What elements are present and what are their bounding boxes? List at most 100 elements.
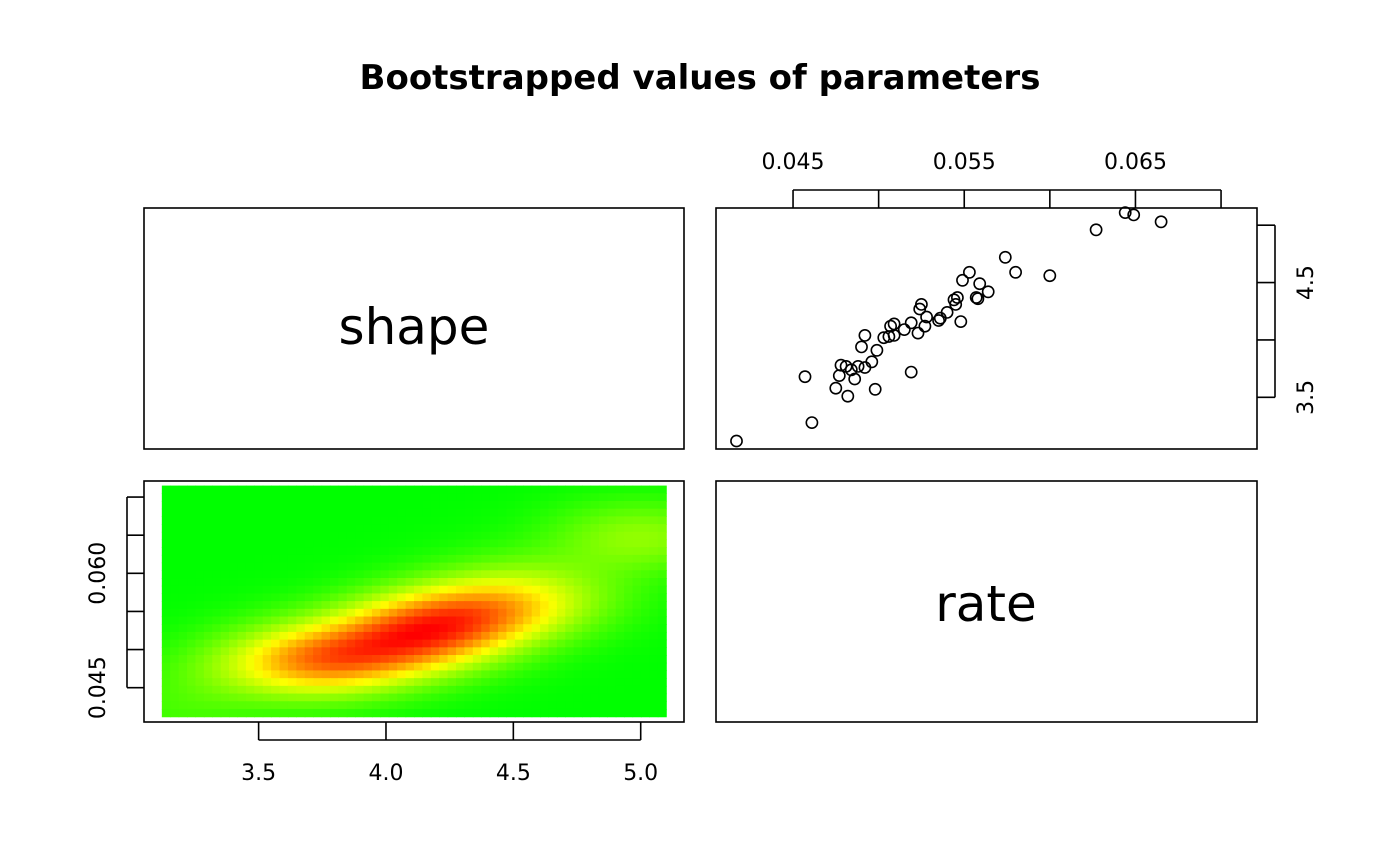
density-cell <box>195 662 205 672</box>
density-cell <box>615 578 625 587</box>
density-cell <box>388 616 398 625</box>
density-cell <box>615 601 625 610</box>
density-cell <box>321 500 331 510</box>
density-cell <box>531 624 541 633</box>
density-cell <box>271 662 281 672</box>
density-cell <box>237 608 247 618</box>
density-cell <box>313 554 323 564</box>
density-cell <box>405 531 415 541</box>
density-cell <box>531 693 541 702</box>
density-cell <box>254 701 264 710</box>
density-cell <box>279 708 289 718</box>
density-cell <box>371 639 381 648</box>
density-cell <box>456 647 466 656</box>
density-cell <box>523 508 533 517</box>
density-cell <box>371 631 381 641</box>
density-cell <box>649 647 659 656</box>
density-cell <box>212 608 222 618</box>
density-cell <box>203 570 213 579</box>
density-cell <box>430 578 440 587</box>
density-cell <box>624 662 634 672</box>
density-cell <box>456 670 466 679</box>
density-cell <box>615 493 625 502</box>
density-cell <box>447 578 457 587</box>
density-cell <box>430 647 440 656</box>
density-cell <box>439 678 449 687</box>
density-cell <box>279 562 289 571</box>
right-axis-tick-label: 3.5 <box>1294 380 1319 415</box>
density-cell <box>456 639 466 648</box>
density-cell <box>472 547 482 556</box>
density-cell <box>346 701 356 710</box>
density-cell <box>329 647 339 656</box>
density-cell <box>220 701 230 710</box>
density-cell <box>649 593 659 602</box>
density-cell <box>456 554 466 564</box>
density-cell <box>229 655 239 664</box>
density-cell <box>296 601 306 610</box>
density-cell <box>380 624 390 633</box>
density-cell <box>187 647 197 656</box>
density-cell <box>481 708 491 718</box>
density-cell <box>414 531 424 541</box>
density-cell <box>548 601 558 610</box>
density-cell <box>170 647 180 656</box>
density-cell <box>607 693 617 702</box>
density-cell <box>220 508 230 517</box>
density-cell <box>388 708 398 718</box>
density-cell <box>254 493 264 502</box>
density-cell <box>556 531 566 541</box>
density-cell <box>573 516 583 525</box>
density-cell <box>573 601 583 610</box>
density-cell <box>329 562 339 571</box>
density-cell <box>195 631 205 641</box>
density-cell <box>556 693 566 702</box>
density-cell <box>355 701 365 710</box>
density-cell <box>514 685 524 695</box>
top-axis-tick-label: 0.065 <box>1104 150 1167 175</box>
density-cell <box>371 624 381 633</box>
density-cell <box>607 593 617 602</box>
density-cell <box>187 693 197 702</box>
density-cell <box>329 500 339 510</box>
density-cell <box>170 531 180 541</box>
density-cell <box>657 655 667 664</box>
density-cell <box>254 678 264 687</box>
density-cell <box>523 570 533 579</box>
density-cell <box>556 500 566 510</box>
density-cell <box>590 547 600 556</box>
density-cell <box>565 593 575 602</box>
density-cell <box>178 662 188 672</box>
density-cell <box>279 693 289 702</box>
density-cell <box>271 578 281 587</box>
density-cell <box>514 639 524 648</box>
density-cell <box>338 593 348 602</box>
density-cell <box>195 647 205 656</box>
density-cell <box>161 693 171 702</box>
density-cell <box>632 547 642 556</box>
density-cell <box>329 531 339 541</box>
density-cell <box>203 670 213 679</box>
diagonal-panel-shape <box>143 207 685 450</box>
density-cell <box>178 647 188 656</box>
density-cell <box>598 562 608 571</box>
density-cell <box>271 655 281 664</box>
density-cell <box>355 601 365 610</box>
density-cell <box>422 554 432 564</box>
density-cell <box>287 601 297 610</box>
density-cell <box>514 701 524 710</box>
density-cell <box>220 562 230 571</box>
density-cell <box>380 500 390 510</box>
density-cell <box>422 493 432 502</box>
density-cell <box>548 500 558 510</box>
density-cell <box>346 524 356 533</box>
density-cell <box>573 578 583 587</box>
density-cell <box>598 662 608 672</box>
density-cell <box>405 678 415 687</box>
density-cell <box>178 578 188 587</box>
density-cell <box>397 562 407 571</box>
density-cell <box>405 516 415 525</box>
density-cell <box>321 585 331 595</box>
density-cell <box>371 547 381 556</box>
density-cell <box>414 547 424 556</box>
